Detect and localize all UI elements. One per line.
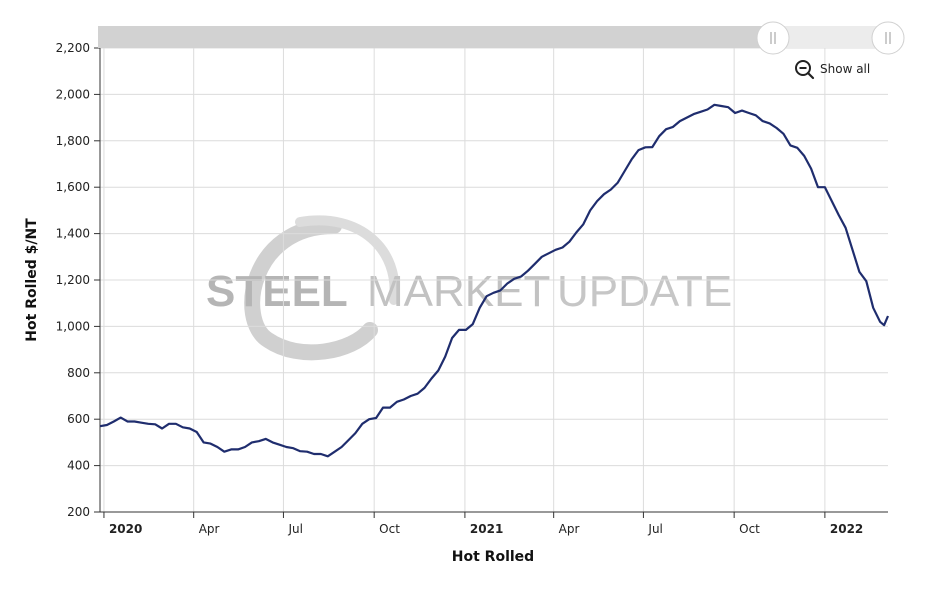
- x-tick-label: Jul: [647, 522, 662, 536]
- zoom-out-icon: [795, 60, 815, 80]
- range-navigator[interactable]: [98, 21, 905, 55]
- x-tick-label: 2020: [109, 522, 142, 536]
- x-axis-ticks: 2020 Apr Jul Oct 2021 Apr Jul Oct 2022: [103, 512, 863, 536]
- x-tick-label: Apr: [199, 522, 220, 536]
- grid-layer: [100, 47, 888, 512]
- navigator-track[interactable]: [98, 26, 773, 48]
- watermark-arc-icon: [295, 215, 400, 305]
- y-tick-label: 1,200: [56, 273, 90, 287]
- x-tick-label: Jul: [287, 522, 302, 536]
- watermark-word-steel: STEEL: [206, 267, 348, 316]
- grip-lines-icon: [770, 32, 776, 44]
- y-tick-label: 1,400: [56, 227, 90, 241]
- show-all-label[interactable]: Show all: [820, 62, 870, 76]
- watermark-logo: STEEL MARKET UPDATE: [206, 215, 732, 361]
- watermark-word-update: UPDATE: [557, 267, 732, 316]
- watermark-word-market: MARKET: [367, 267, 550, 316]
- y-tick-label: 2,000: [56, 87, 90, 101]
- y-axis-ticks: 200 400 600 800 1,000 1,200 1,400 1,600 1,800 2,0…: [56, 41, 100, 519]
- y-tick-label: 1,000: [56, 319, 90, 333]
- y-tick-label: 800: [67, 366, 90, 380]
- y-tick-label: 1,800: [56, 134, 90, 148]
- series-line-hot-rolled: [99, 103, 890, 458]
- navigator-selected-range[interactable]: [773, 26, 888, 48]
- y-tick-label: 200: [67, 505, 90, 519]
- y-axis-title: Hot Rolled $/NT: [24, 218, 40, 342]
- navigator-handle-right[interactable]: [871, 21, 905, 55]
- x-tick-label: Apr: [559, 522, 580, 536]
- watermark-swoosh-icon: [244, 218, 378, 361]
- y-tick-label: 2,200: [56, 41, 90, 55]
- x-tick-label: 2021: [470, 522, 503, 536]
- y-tick-label: 400: [67, 459, 90, 473]
- x-tick-label: Oct: [739, 522, 760, 536]
- grip-lines-icon: [885, 32, 891, 44]
- show-all-button[interactable]: Show all: [790, 57, 882, 81]
- y-tick-label: 600: [67, 412, 90, 426]
- x-tick-label: 2022: [830, 522, 863, 536]
- y-tick-label: 1,600: [56, 180, 90, 194]
- navigator-handle-left[interactable]: [756, 21, 790, 55]
- x-tick-label: Oct: [379, 522, 400, 536]
- x-axis-title: Hot Rolled: [452, 549, 534, 565]
